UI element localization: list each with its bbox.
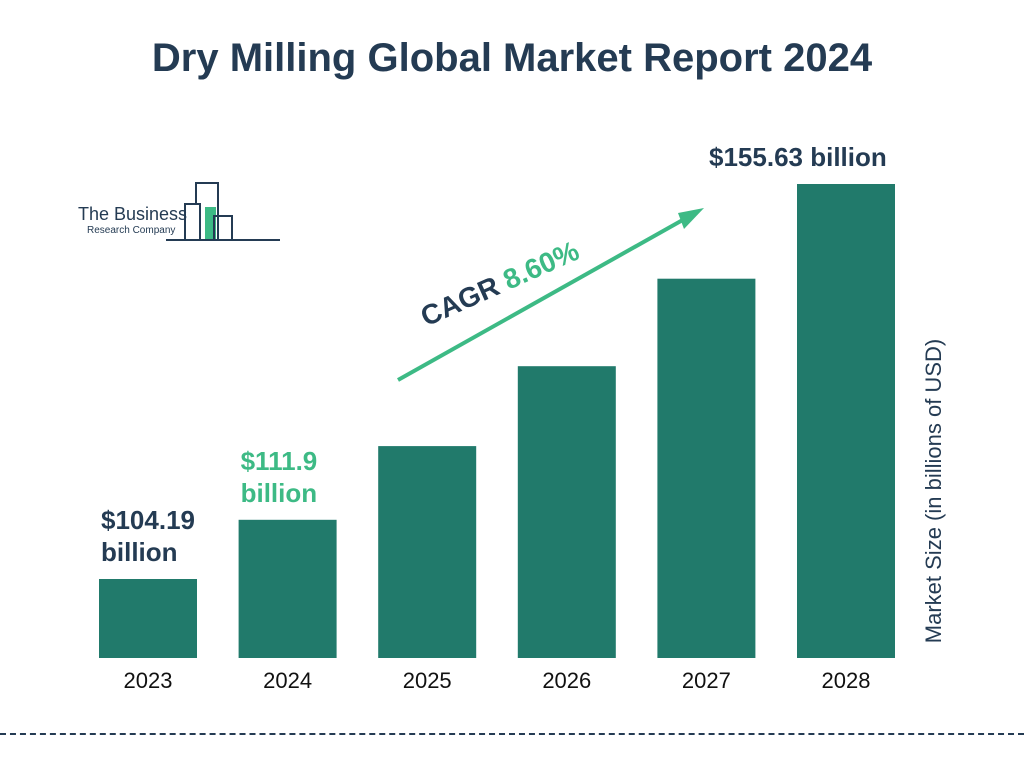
arrow-head-icon xyxy=(678,208,704,229)
logo-name: The Business xyxy=(78,204,188,224)
x-tick-labels: 2023 2024 2025 2026 2027 2028 xyxy=(124,668,871,693)
data-label-2023: billion xyxy=(101,537,178,567)
x-tick-label: 2024 xyxy=(263,668,312,693)
data-label-2023: $104.19 xyxy=(101,505,195,535)
data-label-2024: $111.9 xyxy=(241,446,318,476)
bottom-divider xyxy=(0,733,1024,735)
x-tick-label: 2026 xyxy=(542,668,591,693)
bar-2024 xyxy=(238,519,337,658)
bar-2026 xyxy=(517,366,616,658)
y-axis-label: Market Size (in billions of USD) xyxy=(921,338,946,644)
x-tick-label: 2027 xyxy=(682,668,731,693)
bar-2027 xyxy=(657,278,756,658)
page-title: Dry Milling Global Market Report 2024 xyxy=(151,36,873,80)
x-tick-label: 2028 xyxy=(822,668,871,693)
data-label-2024: billion xyxy=(241,478,318,508)
bar-2025 xyxy=(378,446,477,658)
logo-subtitle: Research Company xyxy=(87,225,176,236)
bar-2028 xyxy=(797,184,895,658)
bars-group xyxy=(99,184,895,658)
company-logo: The Business Research Company xyxy=(76,178,286,244)
buildings-logo-icon xyxy=(166,182,280,241)
x-tick-label: 2023 xyxy=(124,668,173,693)
x-tick-label: 2025 xyxy=(403,668,452,693)
bar-2023 xyxy=(99,579,197,658)
data-label-2028: $155.63 billion xyxy=(709,142,887,172)
cagr-arrow xyxy=(397,208,704,382)
